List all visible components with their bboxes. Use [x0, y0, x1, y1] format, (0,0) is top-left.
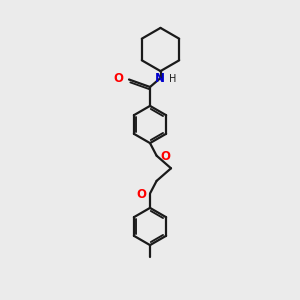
- Text: O: O: [114, 71, 124, 85]
- Text: O: O: [160, 150, 170, 163]
- Text: N: N: [155, 71, 165, 85]
- Text: O: O: [136, 188, 146, 201]
- Text: H: H: [169, 74, 177, 85]
